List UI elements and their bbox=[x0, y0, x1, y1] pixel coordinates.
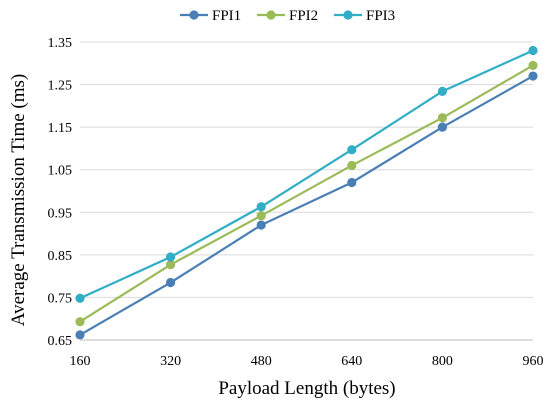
data-point bbox=[256, 220, 266, 230]
data-point bbox=[437, 113, 447, 123]
series-fpi3 bbox=[75, 45, 538, 303]
legend-item: FPI3 bbox=[334, 8, 395, 24]
legend-label: FPI3 bbox=[366, 8, 395, 24]
y-tick-label: 1.35 bbox=[48, 36, 73, 51]
legend-marker bbox=[343, 10, 353, 20]
y-tick-label: 1.25 bbox=[48, 79, 73, 94]
data-point bbox=[256, 202, 266, 212]
x-tick-label: 160 bbox=[70, 354, 91, 369]
data-point bbox=[528, 45, 538, 56]
data-point bbox=[166, 260, 176, 270]
y-tick-label: 1.15 bbox=[48, 121, 73, 136]
x-axis-label: Payload Length (bytes) bbox=[218, 378, 395, 399]
y-tick-label: 0.65 bbox=[48, 334, 73, 349]
x-axis-ticks: 160 320 480 640 800 960 bbox=[70, 354, 544, 369]
x-tick-label: 960 bbox=[523, 354, 544, 369]
series-line bbox=[79, 49, 534, 300]
legend: FPI1 FPI2 FPI3 bbox=[180, 8, 395, 24]
data-point bbox=[347, 177, 357, 188]
series-fpi2 bbox=[75, 60, 538, 327]
data-point bbox=[166, 252, 176, 262]
data-point bbox=[528, 71, 538, 81]
y-axis-ticks: 0.65 0.75 0.85 0.95 1.05 1.15 1.25 1.35 bbox=[48, 36, 73, 349]
y-tick-label: 0.85 bbox=[48, 249, 73, 264]
y-tick-label: 0.95 bbox=[48, 206, 73, 221]
data-point bbox=[437, 86, 447, 96]
legend-item: FPI2 bbox=[257, 8, 318, 24]
x-tick-label: 480 bbox=[251, 354, 272, 369]
legend-label: FPI1 bbox=[212, 8, 241, 24]
series-group bbox=[75, 45, 538, 340]
legend-item: FPI1 bbox=[180, 8, 241, 24]
data-point bbox=[528, 60, 538, 71]
y-tick-label: 1.05 bbox=[48, 164, 73, 179]
data-point bbox=[256, 211, 266, 221]
data-point bbox=[347, 145, 357, 155]
data-point bbox=[347, 160, 357, 171]
series-line bbox=[79, 64, 534, 323]
legend-label: FPI2 bbox=[289, 8, 318, 24]
y-axis-label: Average Transmission Time (ms) bbox=[8, 74, 29, 326]
legend-marker bbox=[266, 10, 276, 20]
data-point bbox=[166, 277, 176, 288]
data-point bbox=[75, 293, 85, 303]
data-point bbox=[75, 317, 85, 327]
data-point bbox=[437, 122, 447, 132]
legend-marker bbox=[189, 10, 199, 20]
y-tick-label: 0.75 bbox=[48, 291, 73, 306]
series-fpi1 bbox=[75, 71, 538, 340]
x-tick-label: 800 bbox=[432, 354, 453, 369]
x-tick-label: 320 bbox=[160, 354, 181, 369]
x-tick-label: 640 bbox=[341, 354, 362, 369]
data-point bbox=[75, 330, 85, 340]
series-line bbox=[79, 75, 534, 336]
